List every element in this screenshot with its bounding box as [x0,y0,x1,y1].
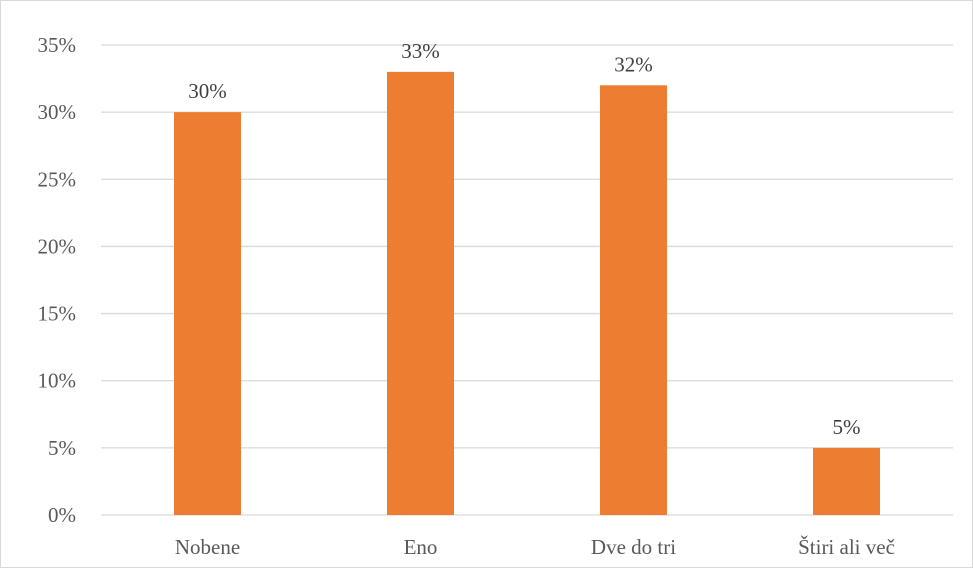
y-tick-label: 30% [38,100,77,124]
data-label: 33% [401,39,440,63]
data-label: 5% [833,415,861,439]
data-labels: 30% 33% 32% 5% [188,39,860,439]
bar [174,112,241,516]
y-tick-label: 5% [48,436,76,460]
x-tick-label: Štiri ali več [798,535,895,559]
bar [387,71,454,515]
y-axis: 0% 5% 10% 15% 20% 25% 30% 35% [38,33,77,527]
bars [174,71,880,516]
x-tick-label: Dve do tri [591,535,676,559]
x-tick-label: Eno [404,535,438,559]
bar [600,85,667,516]
x-tick-label: Nobene [175,535,240,559]
data-label: 30% [188,79,227,103]
y-tick-label: 20% [38,234,77,258]
data-label: 32% [614,52,653,76]
x-axis: Nobene Eno Dve do tri Štiri ali več [175,535,895,559]
y-tick-label: 25% [38,167,77,191]
y-tick-label: 15% [38,302,77,326]
bar [813,447,880,515]
gridlines [101,44,953,516]
y-tick-label: 0% [48,503,76,527]
y-tick-label: 35% [38,33,77,57]
y-tick-label: 10% [38,369,77,393]
